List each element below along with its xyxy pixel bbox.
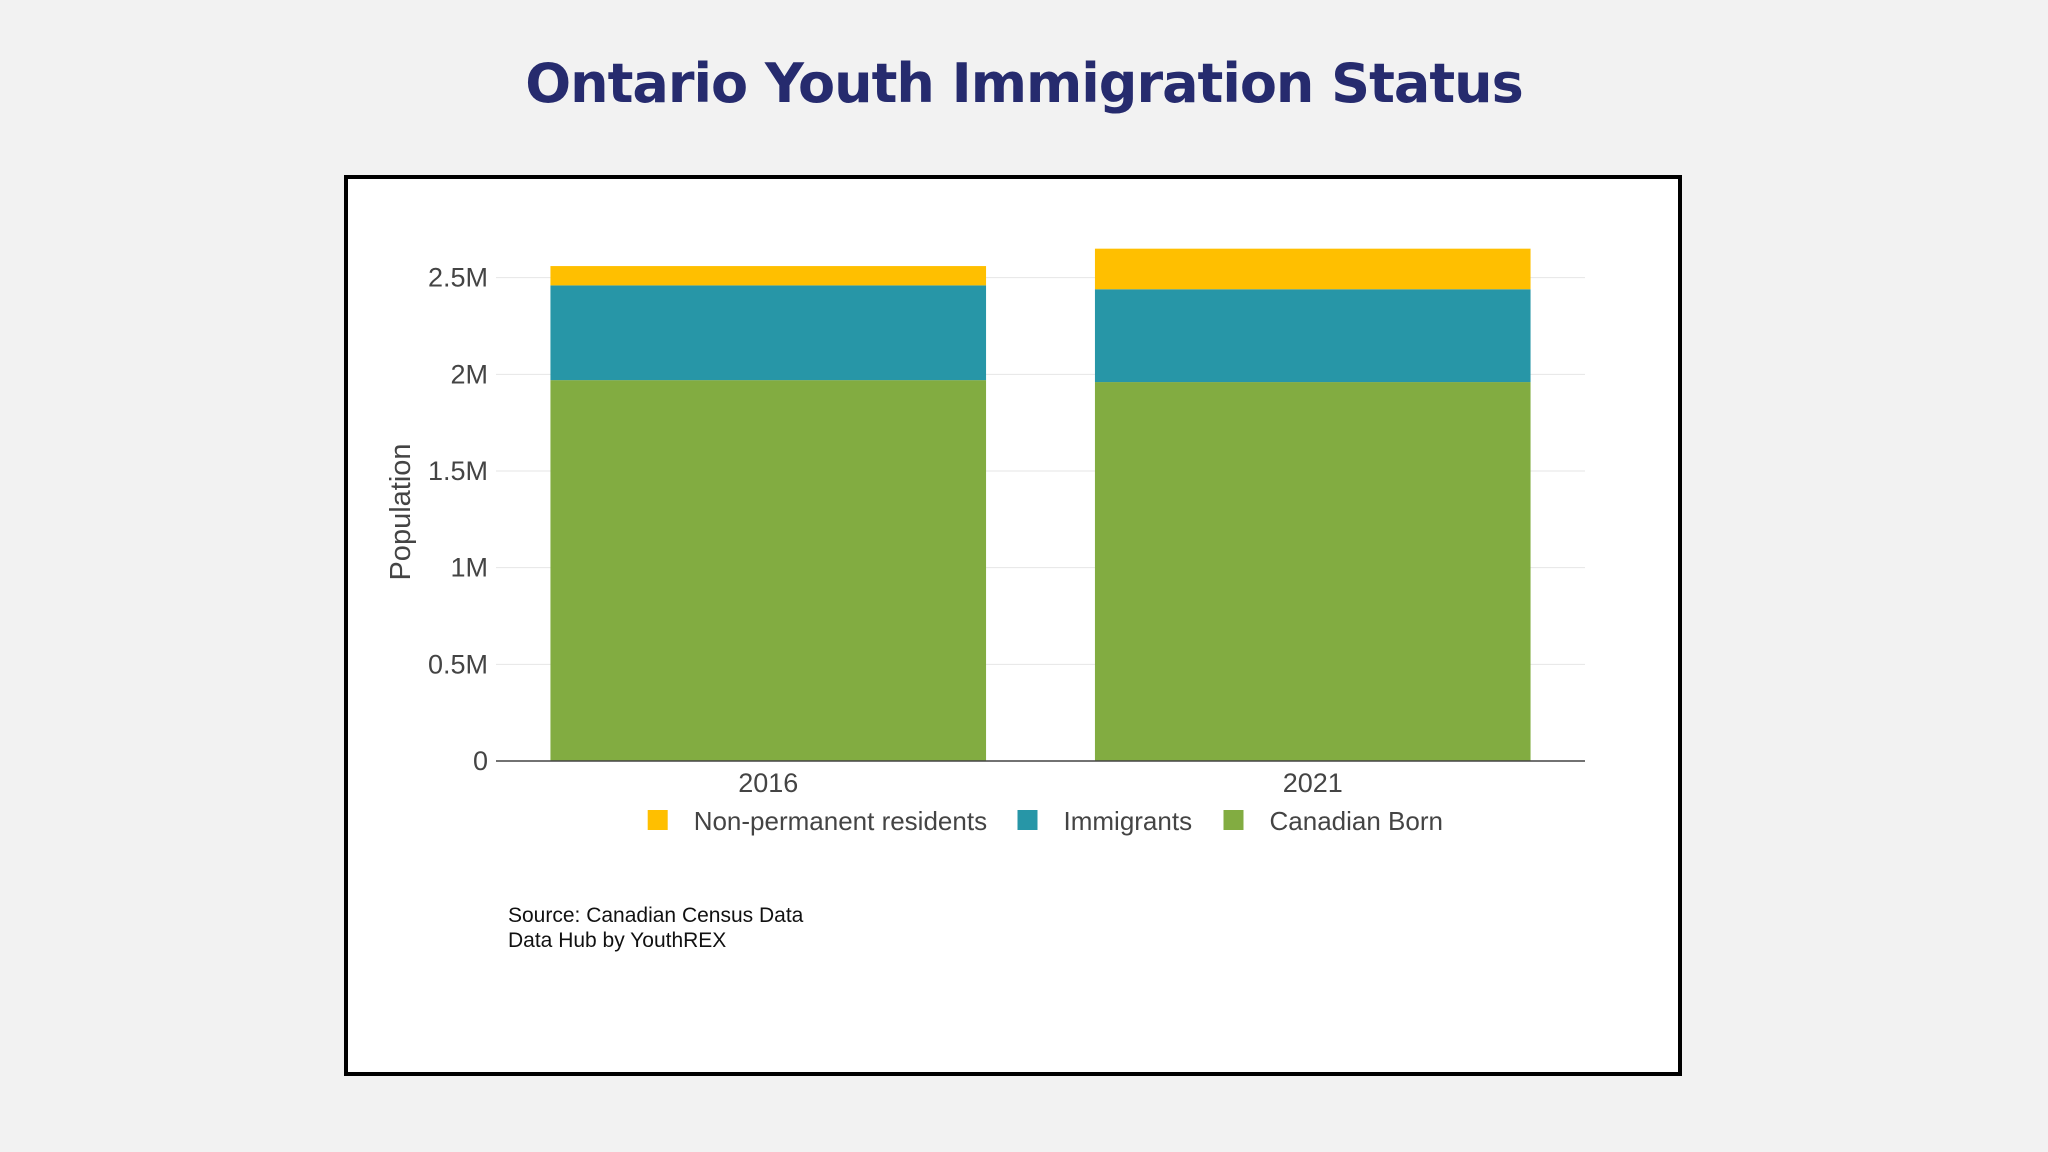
source-line-1: Source: Canadian Census Data	[508, 904, 804, 927]
y-axis-title: Population	[385, 443, 417, 580]
bar-canadian-born-2021	[1094, 382, 1531, 761]
bar-non-permanent-residents-2021	[1094, 248, 1531, 290]
x-tick-label: 2021	[1283, 768, 1343, 798]
source-line-2: Data Hub by YouthREX	[508, 929, 727, 952]
bar-immigrants-2016	[550, 285, 987, 381]
y-tick-label: 1M	[450, 553, 488, 583]
stacked-bar-chart: 0 0.5M 1M 1.5M 2M 2.5M 2016 2021 Population Non-p…	[385, 248, 1585, 836]
x-tick-label: 2016	[738, 768, 798, 798]
page-title: Ontario Youth Immigration Status	[525, 52, 1523, 115]
legend-swatch	[1017, 810, 1038, 830]
legend-swatch	[647, 810, 668, 830]
chart-frame: 0 0.5M 1M 1.5M 2M 2.5M 2016 2021 Population Non-p…	[344, 175, 1682, 1076]
bar-canadian-born-2016	[550, 380, 987, 761]
y-tick-label: 2.5M	[428, 263, 488, 293]
y-tick-label: 1.5M	[428, 456, 488, 486]
bar-non-permanent-residents-2016	[550, 266, 987, 286]
y-tick-label: 2M	[450, 359, 488, 389]
bar-immigrants-2021	[1094, 289, 1531, 383]
source-note: Source: Canadian Census Data Data Hub by…	[508, 903, 803, 953]
legend-label: Non-permanent residents	[694, 806, 987, 836]
y-tick-label: 0.5M	[428, 649, 488, 679]
legend-swatch	[1223, 810, 1244, 830]
legend-label: Immigrants	[1064, 806, 1193, 836]
y-tick-label: 0	[473, 746, 488, 776]
legend-label: Canadian Born	[1270, 806, 1443, 836]
